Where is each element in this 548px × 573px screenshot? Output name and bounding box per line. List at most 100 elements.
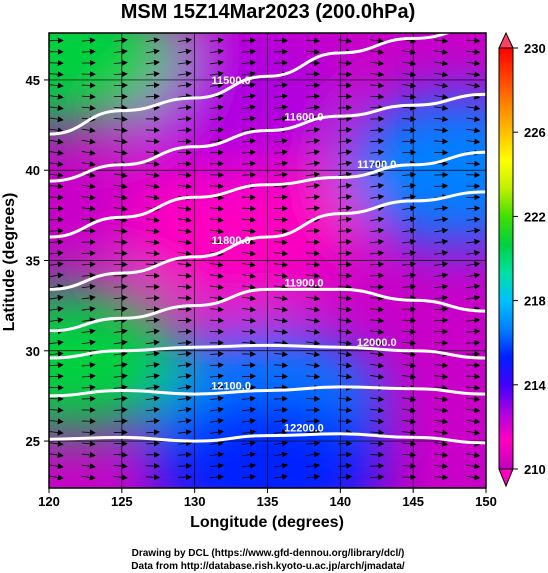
wind-vector — [466, 418, 481, 425]
wind-vector — [145, 183, 160, 190]
wind-vector — [209, 239, 225, 246]
wind-vector — [113, 138, 128, 145]
wind-vector — [113, 373, 128, 380]
wind-vector — [242, 462, 257, 469]
wind-vector — [370, 362, 385, 369]
wind-vector — [81, 362, 96, 369]
wind-vector — [209, 440, 225, 447]
wind-vector — [434, 216, 449, 223]
y-tick-label: 45 — [26, 73, 40, 88]
wind-vector — [242, 406, 257, 413]
wind-vector — [306, 104, 321, 111]
x-tick-label: 130 — [184, 494, 206, 509]
wind-vector — [49, 60, 64, 67]
wind-vector — [370, 171, 385, 178]
colorbar-ticks: 210 214 218 222 226 230 — [513, 41, 546, 477]
wind-vector — [242, 295, 257, 302]
wind-vector — [145, 160, 160, 167]
wind-vector — [306, 182, 321, 189]
contour-label: 11600.0 — [284, 111, 323, 123]
wind-vector — [370, 407, 385, 414]
credit-data: Data from http://database.rish.kyoto-u.a… — [131, 561, 405, 572]
wind-vector — [177, 261, 192, 268]
wind-vector — [177, 395, 192, 402]
wind-vector — [274, 406, 289, 413]
wind-vector — [370, 474, 385, 481]
wind-vector — [370, 250, 385, 257]
wind-vector — [113, 149, 128, 156]
wind-vector — [242, 284, 257, 291]
wind-vector — [145, 93, 160, 100]
colorbar: 210 214 218 222 226 230 — [498, 31, 546, 488]
y-tick-label: 35 — [26, 254, 40, 269]
wind-vector — [209, 306, 225, 313]
wind-vector — [49, 172, 64, 179]
colorbar-min-triangle — [498, 468, 514, 488]
contour-line — [49, 150, 486, 239]
wind-vector — [434, 429, 449, 436]
wind-vector — [466, 407, 481, 414]
wind-vector — [274, 171, 289, 178]
contour-line — [49, 33, 452, 136]
wind-vector — [209, 317, 225, 324]
wind-vector — [145, 228, 160, 235]
wind-vector — [242, 306, 257, 313]
wind-vector — [113, 418, 128, 425]
wind-vector — [113, 116, 128, 123]
wind-vector — [466, 60, 481, 67]
wind-vector — [466, 160, 481, 167]
wind-vector — [177, 228, 192, 235]
wind-vector — [113, 339, 128, 346]
wind-vector — [177, 295, 192, 302]
wind-vector — [49, 350, 64, 357]
contour-label: 12100.0 — [211, 380, 251, 392]
wind-vector — [209, 451, 225, 458]
wind-vector — [338, 182, 353, 189]
wind-vector — [402, 250, 417, 257]
wind-vector — [242, 82, 257, 89]
wind-vector — [113, 205, 128, 212]
wind-vector — [113, 294, 128, 301]
wind-vector — [81, 93, 96, 100]
wind-vector — [370, 138, 385, 145]
wind-vector — [145, 71, 160, 77]
wind-vector — [402, 82, 417, 89]
wind-vector — [177, 373, 192, 380]
wind-vector — [306, 295, 321, 302]
y-tick-label: 30 — [26, 344, 40, 359]
wind-vector — [402, 93, 417, 100]
field-region-sw-warm — [49, 284, 186, 435]
wind-vector — [242, 451, 257, 458]
wind-vector — [338, 149, 353, 156]
wind-vector — [81, 138, 96, 145]
wind-vector — [434, 127, 449, 134]
y-tick-label: 25 — [26, 434, 40, 449]
wind-vector — [209, 406, 225, 413]
wind-vector — [466, 339, 481, 346]
wind-vector — [145, 59, 160, 66]
wind-vector — [177, 283, 192, 290]
y-axis-ticks: 25 30 35 40 45 — [26, 73, 49, 449]
x-tick-label: 125 — [111, 494, 133, 509]
wind-vector — [81, 183, 96, 190]
wind-vector — [434, 396, 449, 402]
wind-vector — [49, 116, 64, 123]
y-tick-label: 40 — [26, 163, 40, 178]
wind-vector — [338, 340, 353, 347]
wind-vector — [274, 59, 289, 66]
wind-vector — [81, 149, 96, 156]
wind-vector — [242, 228, 257, 235]
wind-vector — [49, 127, 64, 134]
wind-vector — [338, 272, 353, 279]
wind-vector — [242, 339, 257, 346]
wind-vector — [274, 149, 289, 156]
wind-vector — [177, 48, 192, 55]
wind-vector — [274, 227, 289, 234]
wind-vector — [434, 82, 449, 89]
wind-vector — [402, 451, 417, 458]
wind-vector — [434, 205, 449, 212]
wind-vector — [49, 283, 64, 290]
wind-vector — [49, 82, 64, 89]
wind-vector — [370, 306, 385, 313]
wind-vector — [113, 216, 128, 223]
